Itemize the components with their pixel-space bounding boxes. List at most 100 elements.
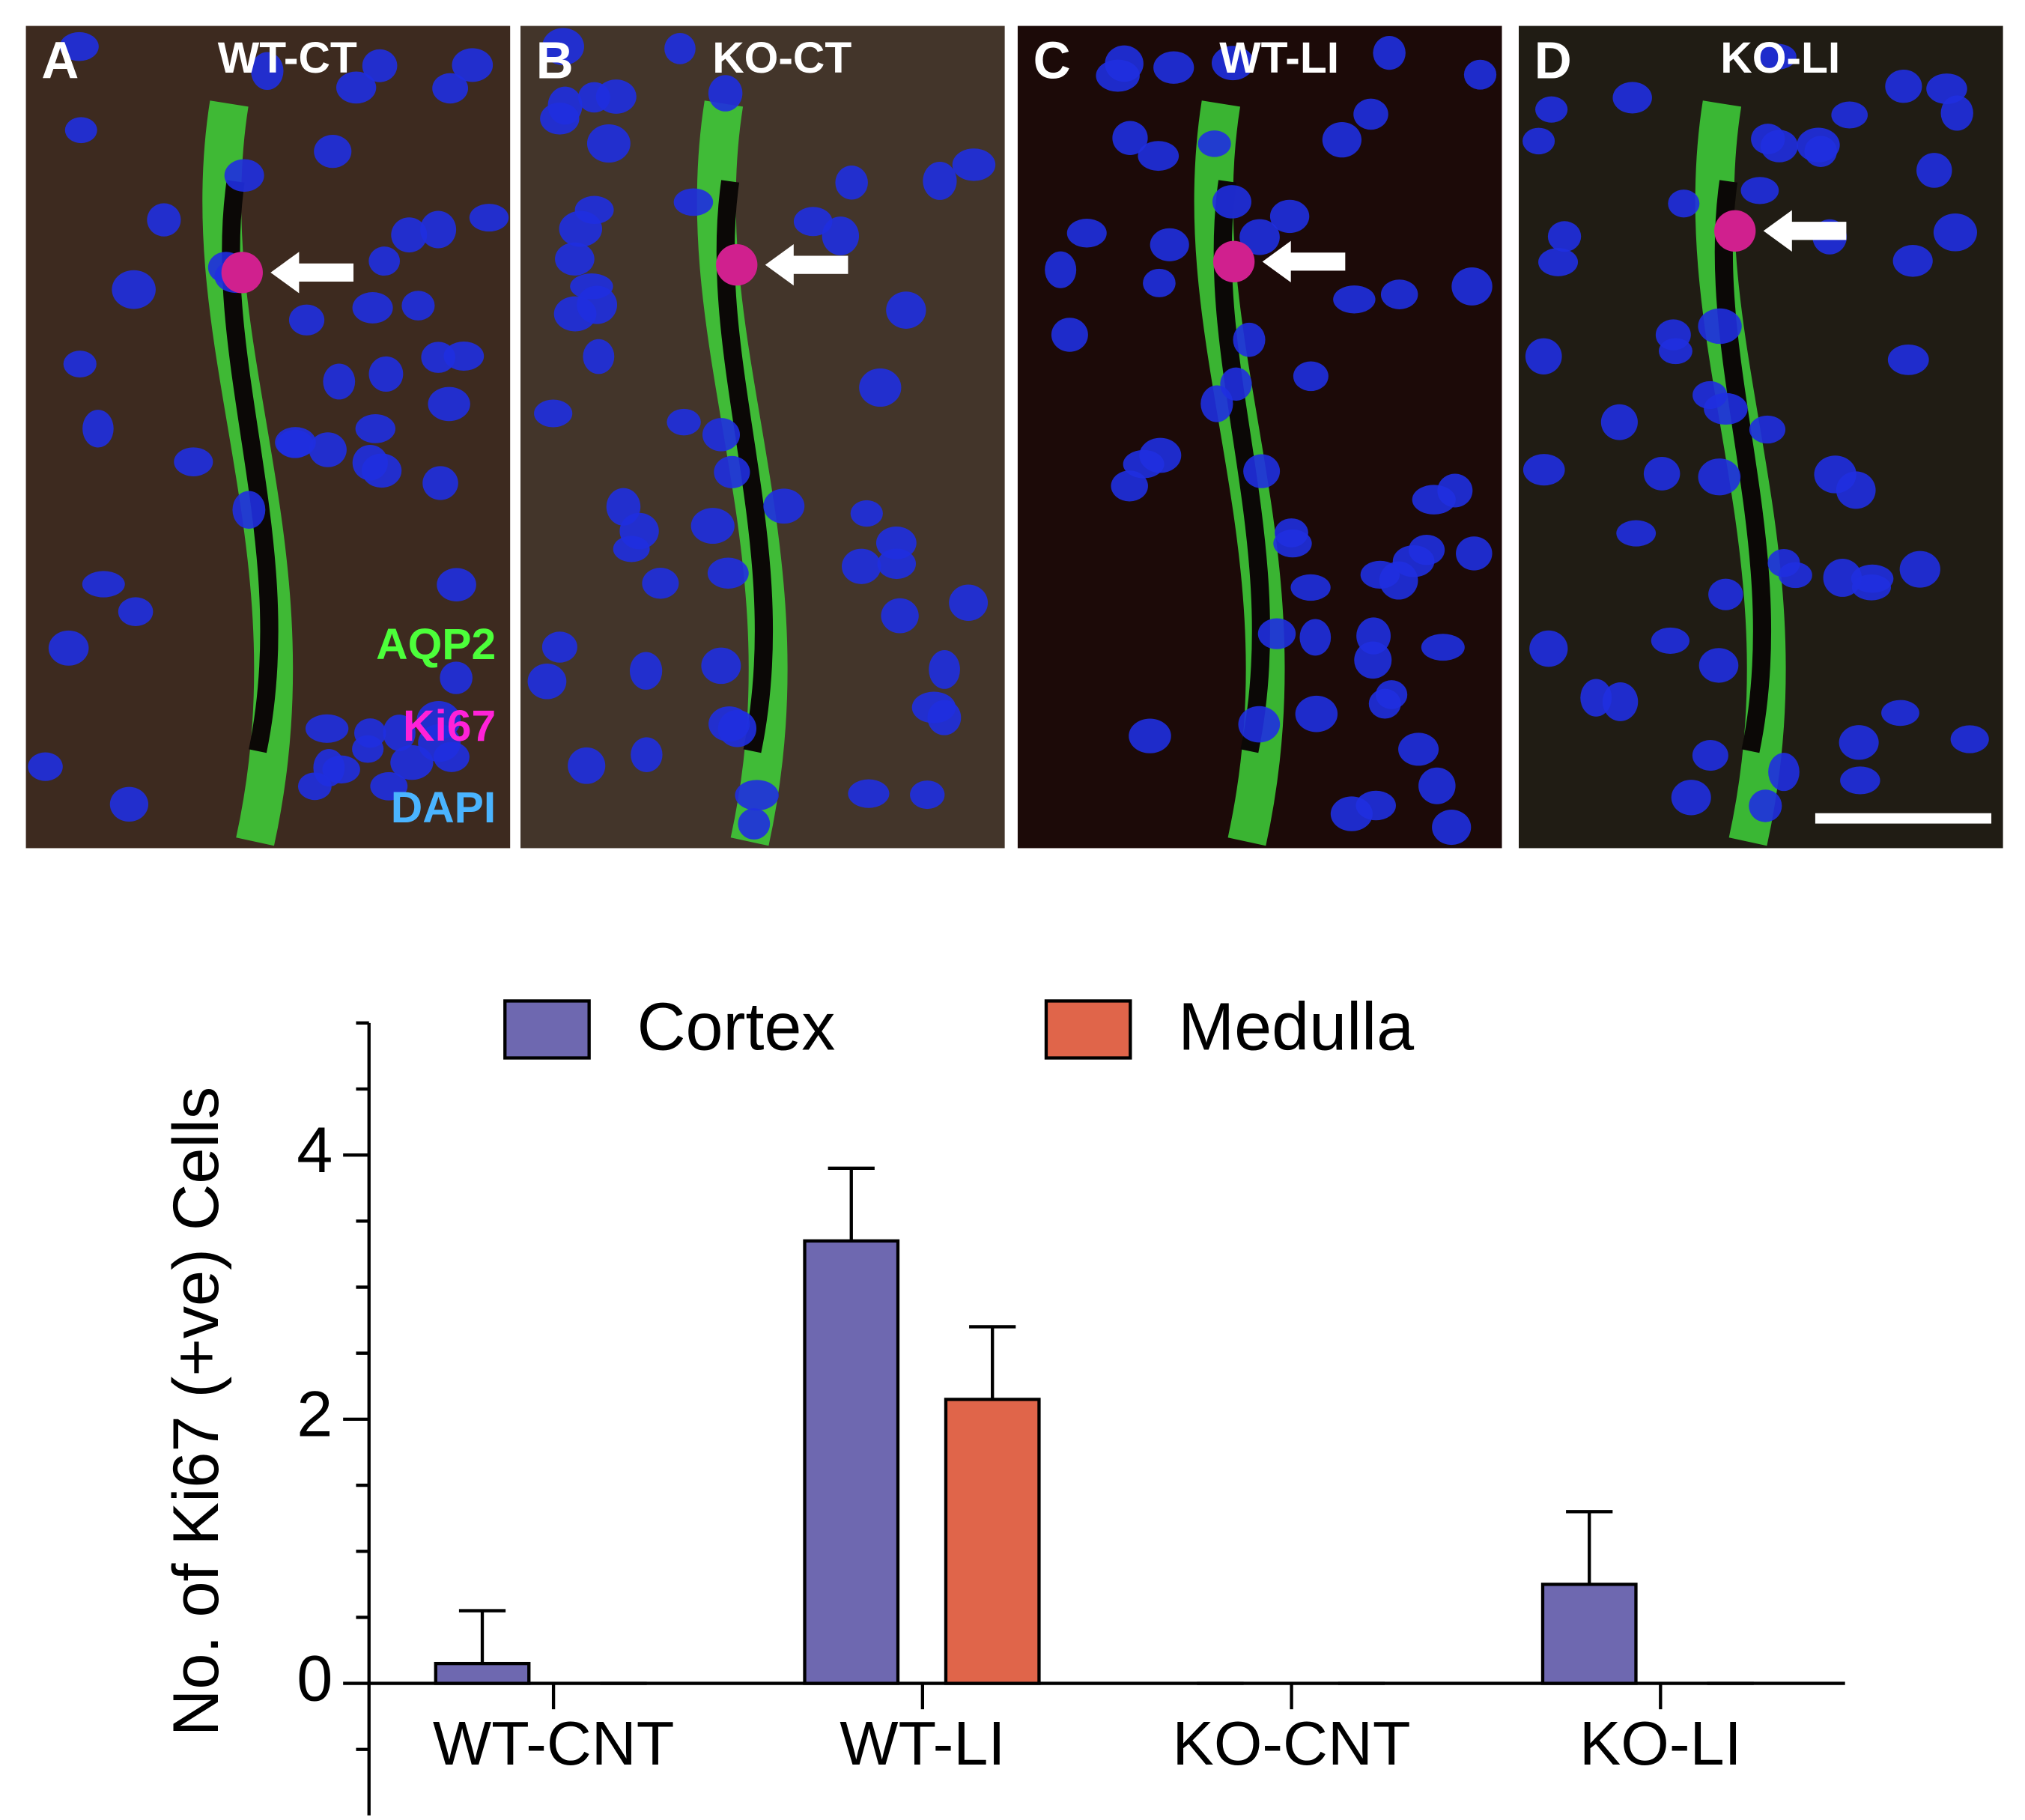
nucleus <box>1840 766 1880 795</box>
nucleus <box>1333 285 1376 314</box>
nucleus <box>305 714 349 743</box>
nucleus <box>437 568 476 601</box>
nucleus <box>309 432 347 467</box>
nucleus <box>1112 121 1148 156</box>
nucleus <box>1211 46 1254 81</box>
nucleus <box>401 291 435 321</box>
nucleus <box>642 568 679 599</box>
panel-letter: D <box>1534 31 1572 90</box>
x-tick-label: KO-LI <box>1579 1708 1742 1778</box>
nucleus <box>59 31 99 61</box>
nucleus <box>1373 35 1406 70</box>
ki67-nucleus <box>716 243 758 286</box>
nucleus <box>1295 695 1338 732</box>
nucleus <box>1698 308 1742 345</box>
nucleus <box>578 82 610 113</box>
nucleus <box>1220 367 1252 401</box>
nucleus <box>1522 127 1555 155</box>
nucleus <box>541 631 577 663</box>
nucleus <box>391 217 428 253</box>
nucleus <box>1239 219 1280 255</box>
panel-title: KO-LI <box>1720 34 1840 82</box>
nucleus <box>1616 520 1657 547</box>
nucleus <box>362 49 398 82</box>
nucleus <box>1940 95 1973 131</box>
nucleus <box>1360 560 1400 589</box>
nucleus <box>1290 574 1331 601</box>
nucleus <box>1692 740 1728 771</box>
nucleus <box>1839 725 1879 760</box>
nucleus <box>1535 96 1568 123</box>
nucleus <box>1456 536 1493 571</box>
nucleus <box>1451 267 1493 306</box>
nucleus <box>1398 732 1439 766</box>
nucleus <box>118 597 154 627</box>
x-tick-label: WT-LI <box>840 1708 1005 1778</box>
nucleus <box>297 772 332 801</box>
nucleus <box>1330 796 1373 831</box>
nucleus <box>323 363 356 400</box>
nucleus <box>927 700 962 735</box>
nucleus <box>701 647 741 685</box>
nucleus <box>763 488 805 524</box>
nucleus <box>735 780 779 811</box>
nucleus <box>1778 562 1812 589</box>
nucleus <box>422 466 458 500</box>
nucleus <box>929 650 960 689</box>
stain-label: AQP2 <box>376 620 496 669</box>
nucleus <box>1421 634 1465 661</box>
scale-bar <box>1815 813 1992 824</box>
nucleus <box>714 455 750 488</box>
nucleus <box>738 808 771 840</box>
nucleus <box>1153 51 1194 84</box>
nucleus <box>1418 767 1456 804</box>
nucleus <box>1299 619 1332 656</box>
nucleus <box>1600 404 1638 440</box>
nucleus <box>613 536 650 562</box>
ki67-nucleus <box>1714 210 1756 252</box>
nucleus <box>923 161 957 200</box>
nucleus <box>440 661 473 694</box>
nucleus <box>1354 641 1392 679</box>
nucleus <box>1814 455 1856 494</box>
nucleus <box>667 408 701 436</box>
nucleus <box>1899 550 1940 588</box>
nucleus <box>1538 248 1579 276</box>
nucleus <box>1668 189 1700 218</box>
nucleus <box>1139 437 1182 473</box>
nucleus <box>1197 130 1231 157</box>
nucleus <box>1751 124 1785 154</box>
nucleus <box>886 291 926 329</box>
nucleus <box>559 210 603 247</box>
nucleus <box>1380 279 1418 309</box>
y-tick-label: 2 <box>297 1379 333 1451</box>
nucleus <box>147 203 181 237</box>
nucleus <box>63 351 97 377</box>
nucleus <box>702 418 741 452</box>
panel-title: WT-CT <box>218 34 357 82</box>
nucleus <box>314 135 352 169</box>
lumen <box>1714 180 1772 753</box>
nucleus <box>1643 457 1681 491</box>
nucleus <box>48 630 89 666</box>
nucleus <box>1651 627 1689 655</box>
nucleus <box>881 598 919 634</box>
nucleus <box>109 786 149 822</box>
nucleus <box>82 410 114 448</box>
nucleus <box>355 414 395 443</box>
arrow <box>270 252 353 294</box>
nucleus <box>352 292 393 324</box>
nucleus <box>841 548 881 584</box>
nucleus <box>1612 82 1652 114</box>
ki67-nucleus <box>221 252 263 294</box>
nucleus <box>859 368 902 407</box>
panel-title: WT-LI <box>1219 34 1339 82</box>
stain-label: DAPI <box>391 783 496 832</box>
legend-swatch <box>503 999 591 1060</box>
nucleus <box>586 124 631 163</box>
nucleus <box>1463 59 1497 90</box>
nucleus <box>540 103 580 135</box>
nucleus <box>949 584 989 621</box>
nucleus <box>1129 718 1171 753</box>
